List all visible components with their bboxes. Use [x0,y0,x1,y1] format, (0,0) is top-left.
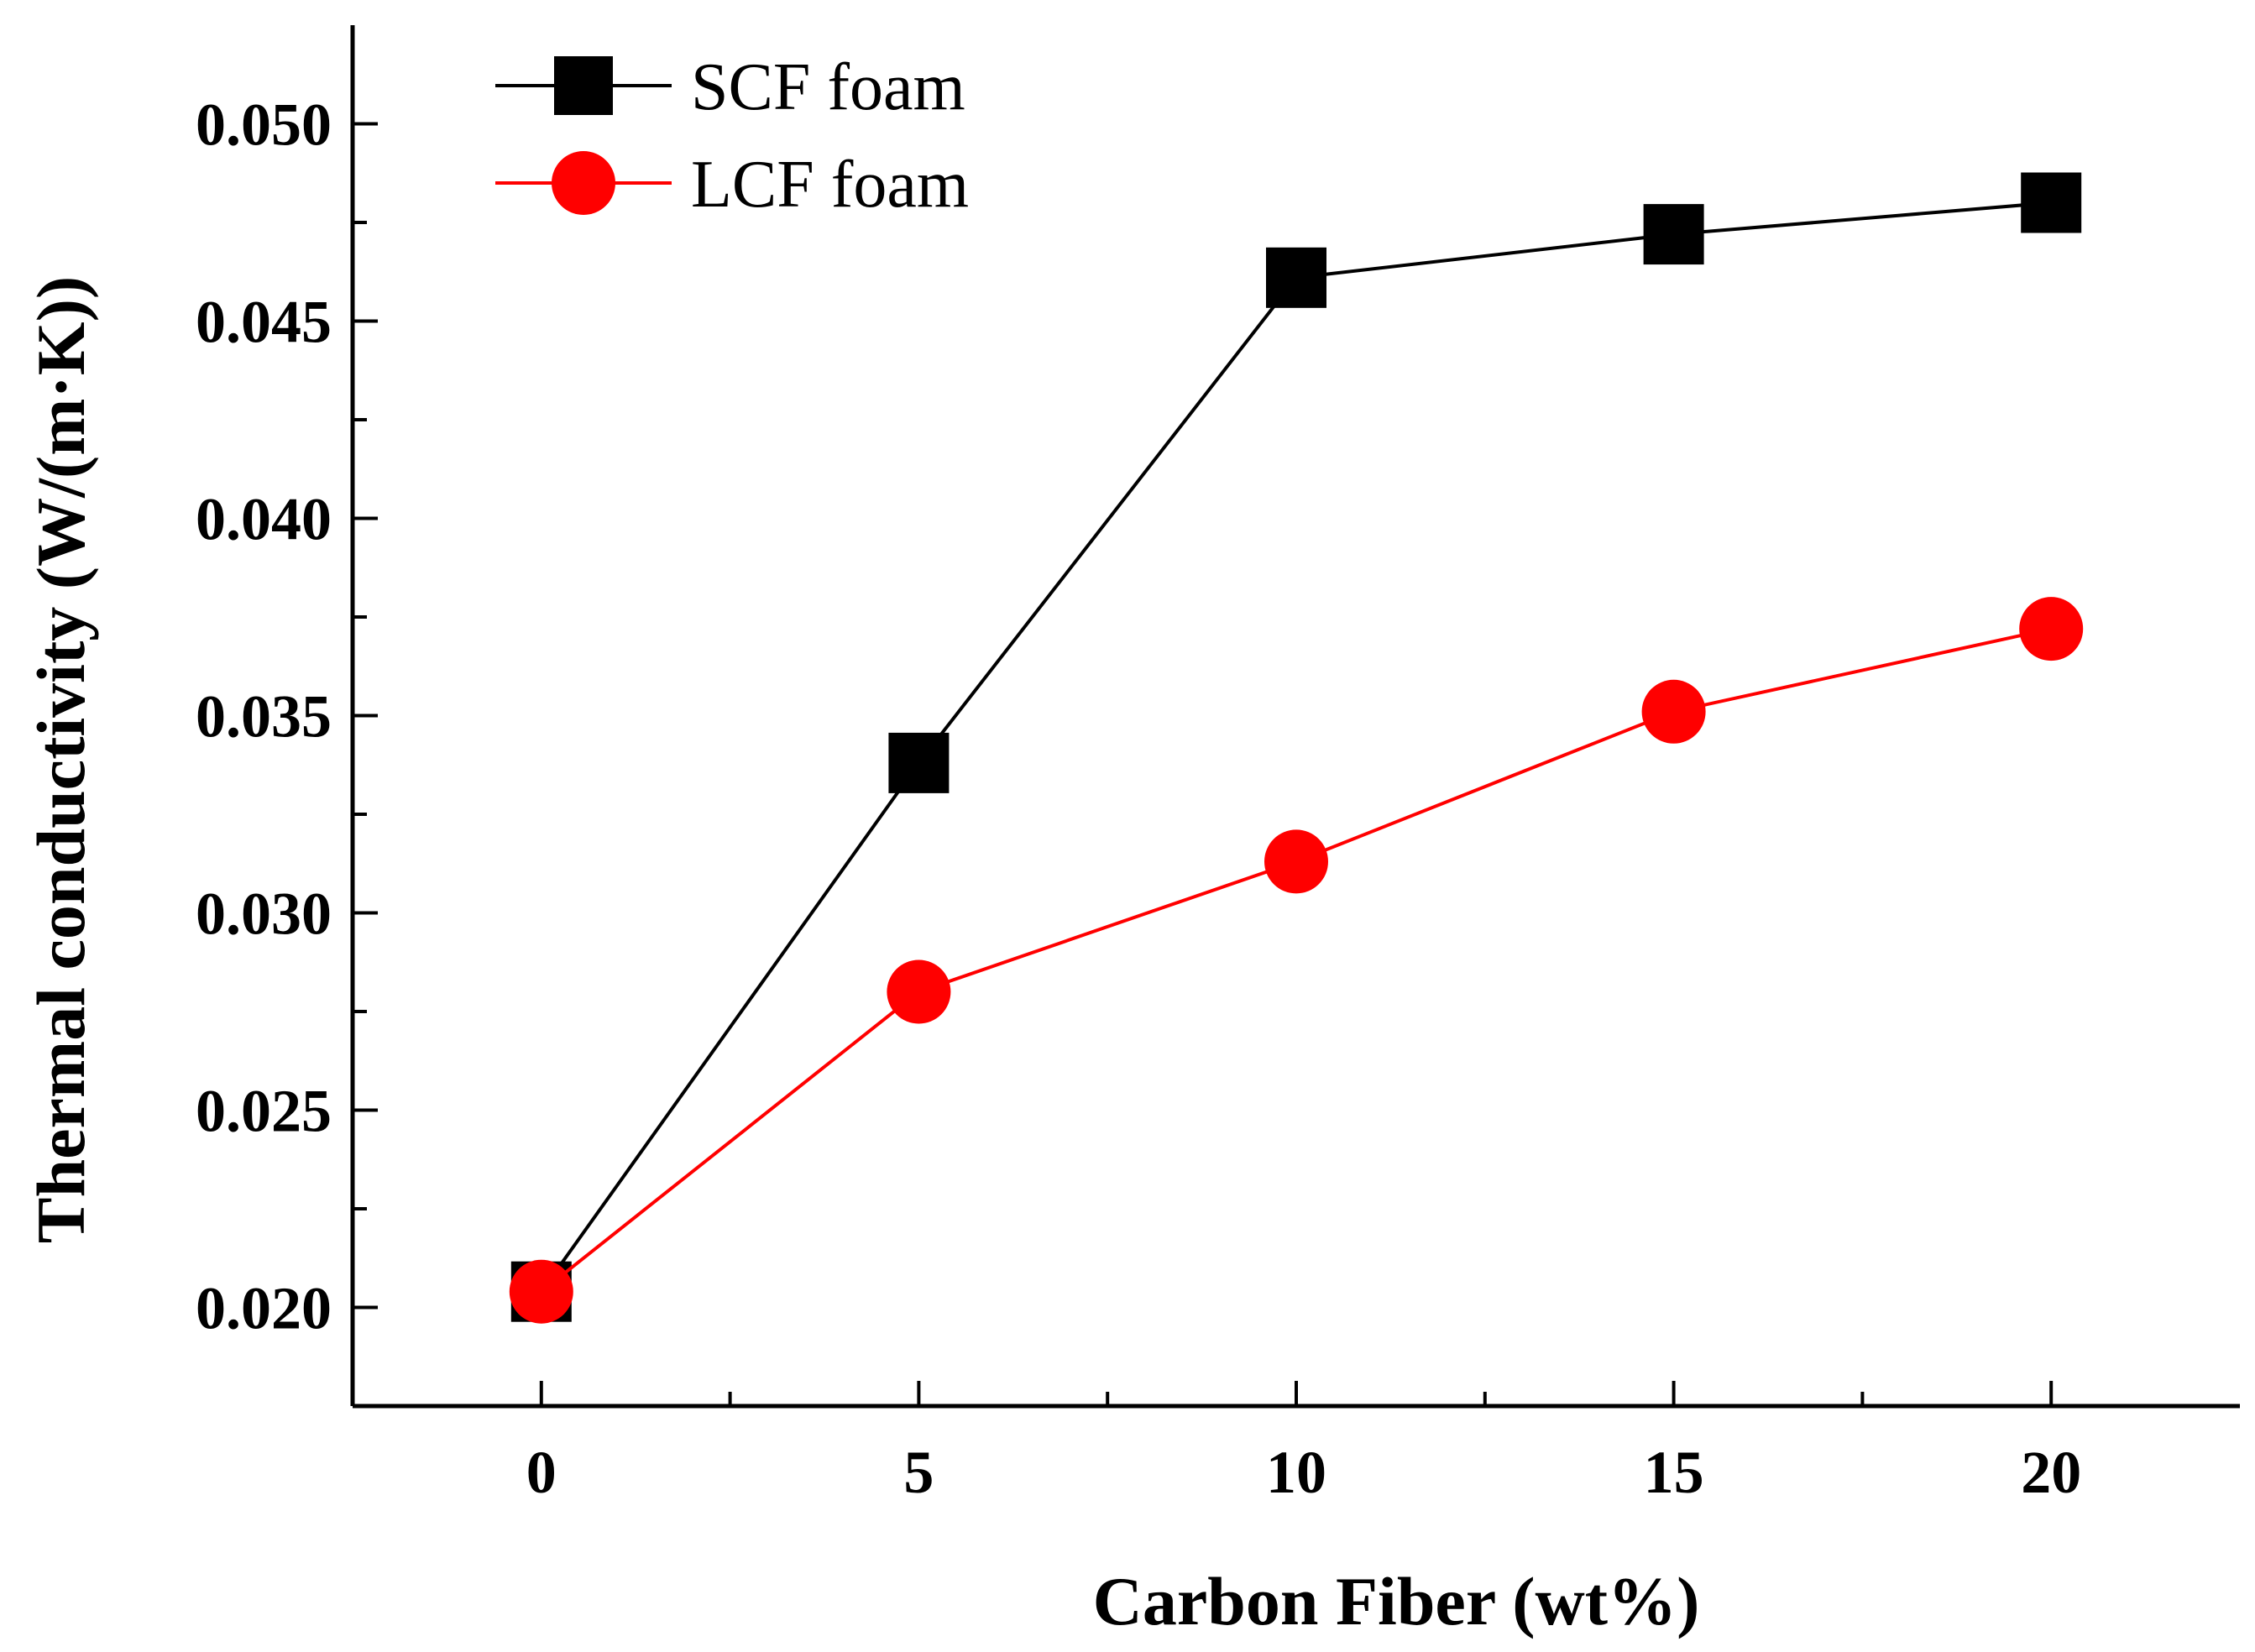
series-lcf-foam [509,597,2084,1324]
axes: 0.020 0.025 0.030 0.035 0.040 0.045 0.050 0 5 10 1… [196,25,2240,1506]
data-point-circle [2019,597,2084,661]
y-tick-label: 0.050 [196,91,332,159]
y-tick-label: 0.025 [196,1078,332,1145]
series-scf-foam [510,172,2082,1322]
y-tick-label: 0.040 [196,486,332,553]
x-tick-label: 0 [526,1439,557,1506]
series-layer [509,172,2084,1324]
y-tick-label: 0.045 [196,289,332,356]
x-tick-label: 5 [903,1439,934,1506]
series-line [540,627,2052,1294]
series-line [540,201,2052,1293]
y-axis-title: Thermal conductivity (W/(m·K)) [23,276,99,1243]
data-point-square [1643,204,1704,265]
y-tick-label: 0.020 [196,1275,332,1342]
legend-label-scf: SCF foam [691,50,965,124]
legend-label-lcf: LCF foam [691,148,969,222]
y-tick-label: 0.035 [196,683,332,750]
x-axis-title: Carbon Fiber (wt%) [1093,1563,1700,1639]
x-tick-label: 15 [1644,1439,1704,1506]
data-point-square [888,732,950,793]
legend: SCF foam LCF foam [495,50,969,222]
data-point-circle [1264,829,1328,894]
data-point-square [2021,172,2082,233]
x-tick-label: 10 [1266,1439,1326,1506]
data-point-circle [887,959,951,1024]
y-tick-label: 0.030 [196,881,332,948]
data-point-square [1266,247,1326,308]
legend-marker-circle [552,151,615,215]
x-tick-label: 20 [2021,1439,2081,1506]
data-point-circle [1641,679,1706,744]
data-point-circle [509,1259,573,1324]
legend-marker-square [554,56,613,115]
